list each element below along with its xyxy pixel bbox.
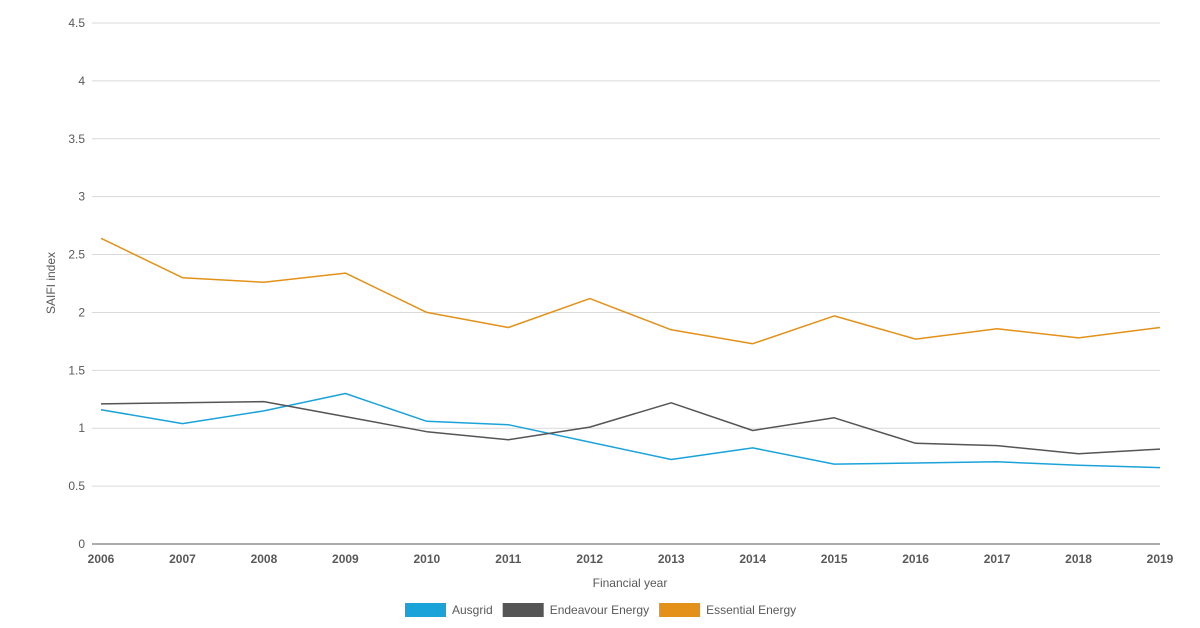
legend-swatch — [659, 603, 701, 617]
y-tick-label: 3 — [78, 190, 85, 204]
x-tick-label: 2008 — [251, 552, 278, 566]
series-lines — [100, 237, 1161, 469]
x-tick-label: 2012 — [576, 552, 603, 566]
x-tick-label: 2007 — [169, 552, 196, 566]
y-tick-label: 0.5 — [68, 479, 85, 493]
x-tick-label: 2013 — [658, 552, 685, 566]
legend-swatch — [502, 603, 544, 617]
x-tick-label: 2009 — [332, 552, 359, 566]
y-tick-label: 1 — [78, 421, 85, 435]
y-tick-label: 4 — [78, 74, 85, 88]
legend: Ausgrid Endeavour Energy Essential Energy — [405, 603, 796, 617]
x-tick-label: 2011 — [495, 552, 521, 566]
x-tick-label: 2010 — [413, 552, 440, 566]
grid-lines — [92, 22, 1160, 487]
y-tick-label: 2 — [78, 305, 85, 319]
legend-label: Essential Energy — [706, 603, 796, 617]
series-line-essential-energy — [100, 237, 1161, 345]
series-line-ausgrid — [100, 392, 1161, 469]
y-tick-label: 2.5 — [68, 248, 85, 262]
x-axis-title: Financial year — [593, 576, 668, 590]
y-tick-label: 1.5 — [68, 363, 85, 377]
legend-swatch — [405, 603, 446, 617]
y-tick-label: 0 — [78, 537, 85, 551]
x-tick-label: 2016 — [902, 552, 929, 566]
legend-label: Ausgrid — [452, 603, 493, 617]
x-tick-label: 2017 — [984, 552, 1011, 566]
x-tick-label: 2015 — [821, 552, 848, 566]
x-axis-ticks: 2006 2007 2008 2009 2010 2011 2012 2013 2014 2015… — [88, 552, 1174, 566]
y-tick-label: 4.5 — [68, 16, 85, 30]
legend-label: Endeavour Energy — [550, 603, 649, 617]
x-tick-label: 2014 — [739, 552, 766, 566]
y-axis-ticks: 0 0.5 1 1.5 2 2.5 3 3.5 4 4.5 — [68, 16, 85, 551]
x-tick-label: 2006 — [88, 552, 115, 566]
series-line-endeavour-energy — [100, 400, 1161, 455]
x-tick-label: 2018 — [1065, 552, 1092, 566]
y-axis-title: SAIFI index — [44, 252, 58, 314]
x-tick-label: 2019 — [1147, 552, 1174, 566]
y-tick-label: 3.5 — [68, 132, 85, 146]
